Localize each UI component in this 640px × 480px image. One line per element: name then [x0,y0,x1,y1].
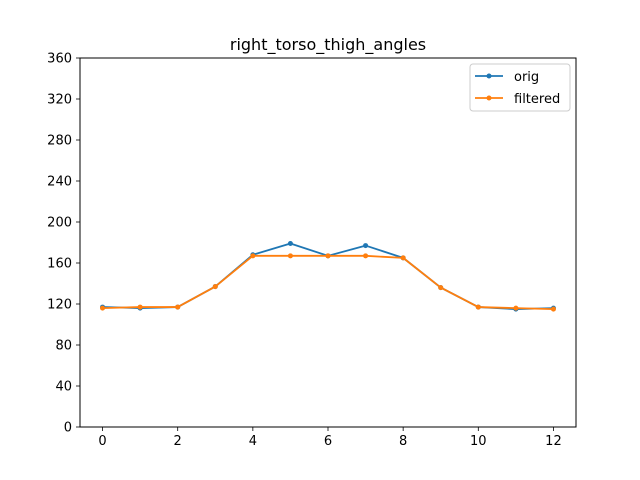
x-tick-label: 10 [470,434,487,449]
data-point-filtered [363,253,369,259]
y-tick-label: 360 [47,52,72,67]
legend-label-orig: orig [514,70,539,85]
data-point-filtered [137,304,143,310]
legend-label-filtered: filtered [514,92,560,107]
legend-marker-orig [486,73,492,79]
x-tick-label: 4 [249,434,257,449]
data-point-filtered [212,284,218,290]
data-point-filtered [100,305,106,311]
y-tick-label: 160 [47,257,72,272]
plot-frame [79,57,577,428]
chart-title: right_torso_thigh_angles [230,35,426,55]
data-point-orig [287,241,293,247]
x-tick-label: 2 [174,434,182,449]
data-point-filtered [438,285,444,291]
data-point-filtered [550,306,556,312]
legend-marker-filtered [486,95,492,101]
data-point-orig [363,243,369,249]
legend: orig filtered [469,63,571,112]
data-point-filtered [250,253,256,259]
data-point-filtered [175,304,181,310]
series-line-filtered [102,254,554,311]
data-point-filtered [400,255,406,261]
x-tick-label: 0 [98,434,106,449]
data-point-filtered [287,253,293,259]
y-tick-label: 240 [47,175,72,190]
y-tick-label: 80 [55,339,72,354]
y-tick-label: 280 [47,134,72,149]
x-tick-label: 12 [545,434,562,449]
data-point-filtered [513,305,519,311]
data-point-filtered [325,253,331,259]
series-layer [100,241,556,312]
y-tick-label: 40 [55,380,72,395]
x-tick-label: 6 [324,434,332,449]
y-tick-label: 200 [47,216,72,231]
y-tick-label: 120 [47,298,72,313]
x-tick-label: 8 [399,434,407,449]
data-point-filtered [475,304,481,310]
y-tick-label: 0 [64,421,72,436]
y-tick-label: 320 [47,93,72,108]
